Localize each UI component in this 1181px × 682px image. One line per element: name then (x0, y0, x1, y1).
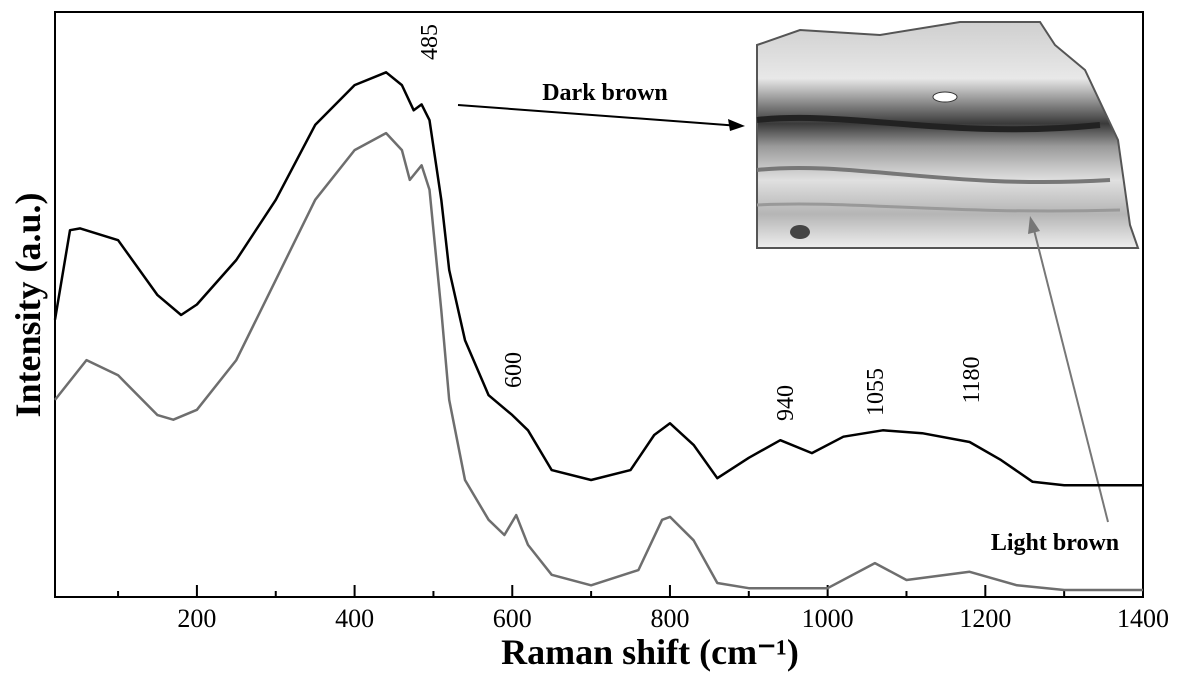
y-axis-title: Intensity (a.u.) (8, 192, 48, 417)
arrow-head (728, 119, 745, 131)
arrow-head (1028, 216, 1040, 234)
series-label: Light brown (991, 530, 1119, 556)
series-line (54, 131, 1143, 592)
peak-annotation: 1180 (959, 356, 985, 403)
arrow (1032, 225, 1109, 523)
peak-annotation: 940 (773, 385, 799, 421)
x-axis-title: Raman shift (cm⁻¹) (501, 632, 799, 672)
x-tick-label: 600 (493, 604, 532, 633)
x-tick-label: 200 (177, 604, 216, 633)
peak-annotation: 485 (417, 24, 443, 60)
x-tick-label: 1400 (1117, 604, 1169, 633)
peak-annotation: 600 (501, 352, 527, 388)
peak-annotation: 1055 (863, 368, 889, 416)
arrow (457, 104, 741, 127)
x-tick-label: 400 (335, 604, 374, 633)
x-tick-label: 1200 (959, 604, 1011, 633)
inset-photo (756, 21, 1140, 249)
plot-frame (54, 11, 1144, 598)
series-label: Dark brown (542, 80, 668, 106)
series-line (53, 71, 1143, 487)
x-tick-label: 1000 (802, 604, 854, 633)
x-tick-label: 800 (650, 604, 689, 633)
